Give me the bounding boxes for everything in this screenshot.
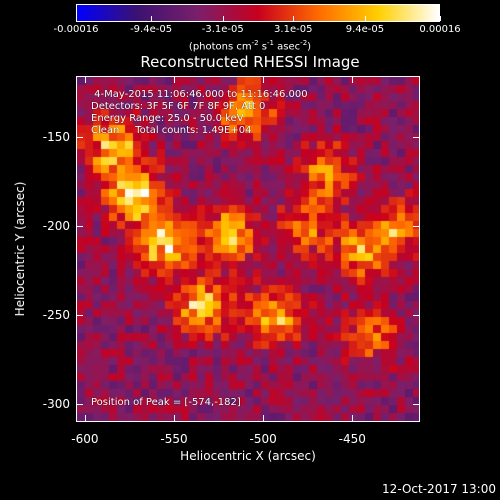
annotation-energy-range: Energy Range: 25.0 - 50.0 keV <box>91 113 244 124</box>
annotation-peak-position: Position of Peak = [-574,-182] <box>91 397 241 408</box>
y-axis-label: Heliocentric Y (arcsec) <box>13 181 27 317</box>
colorbar-tick <box>151 16 153 21</box>
x-tick-top <box>84 77 86 83</box>
plot-area: 4-May-2015 11:06:46.000 to 11:16:46.000 … <box>76 76 420 422</box>
y-tick <box>77 225 83 227</box>
y-tick-right <box>413 136 419 138</box>
colorbar-unit-label: (photons cm-2 s-1 asec-2) <box>188 39 312 53</box>
heatmap-image <box>77 77 419 421</box>
colorbar-tick-label: -0.00016 <box>53 24 99 35</box>
x-tick <box>352 415 354 421</box>
colorbar-tick <box>293 16 295 21</box>
x-tick-label: -450 <box>338 432 366 446</box>
colorbar-tick-label: 9.4e-05 <box>345 24 385 35</box>
x-tick <box>174 415 176 421</box>
annotation-time-range: 4-May-2015 11:06:46.000 to 11:16:46.000 <box>91 89 308 100</box>
x-tick-top <box>174 77 176 83</box>
colorbar-tick <box>222 16 224 21</box>
y-tick <box>77 314 83 316</box>
colorbar-tick <box>364 16 366 21</box>
colorbar-tick-label: 0.00016 <box>419 24 461 35</box>
y-tick <box>77 136 83 138</box>
footer-timestamp: 12-Oct-2017 13:00 <box>382 482 496 496</box>
y-tick-label: -200 <box>42 218 70 233</box>
chart-title: Reconstructed RHESSI Image <box>140 53 360 71</box>
colorbar-tick-label: -9.4e-05 <box>130 24 173 35</box>
annotation-detectors: Detectors: 3F 5F 6F 7F 8F 9F, Att 0 <box>91 101 266 112</box>
y-tick-right <box>413 404 419 406</box>
x-axis-label: Heliocentric X (arcsec) <box>180 449 316 463</box>
x-tick-label: -500 <box>249 432 277 446</box>
x-tick-label: -550 <box>160 432 188 446</box>
colorbar-tick <box>440 16 441 21</box>
y-tick <box>77 404 83 406</box>
x-tick-top <box>263 77 265 83</box>
x-tick <box>84 415 86 421</box>
y-tick-right <box>413 314 419 316</box>
colorbar-tick-label: 3.1e-05 <box>274 24 313 35</box>
annotation-clean-counts: Clean Total counts: 1.49E+04 <box>91 125 252 136</box>
colorbar-tick-label: -3.1e-05 <box>201 24 244 35</box>
x-tick-label: -600 <box>71 432 99 446</box>
y-tick-right <box>413 225 419 227</box>
y-tick-label: -250 <box>42 307 70 322</box>
x-tick-top <box>352 77 354 83</box>
colorbar-tick <box>76 16 77 21</box>
colorbar <box>76 4 440 22</box>
y-tick-label: -300 <box>42 397 70 412</box>
y-tick-label: -150 <box>42 129 70 144</box>
x-tick <box>263 415 265 421</box>
